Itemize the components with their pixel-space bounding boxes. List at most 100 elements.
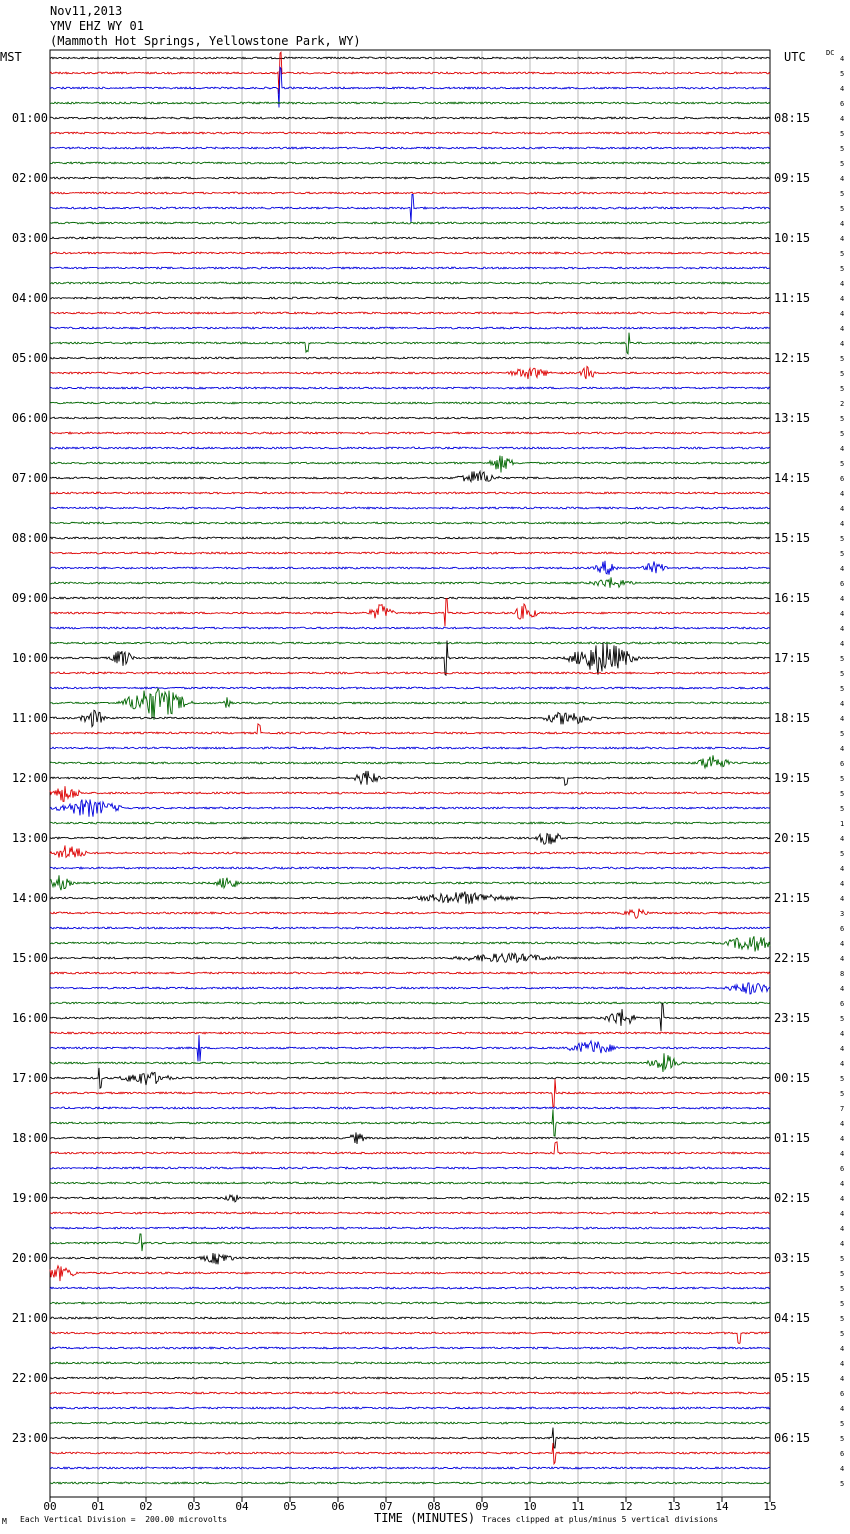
seismic-trace xyxy=(49,1002,771,1032)
seismic-trace xyxy=(49,1252,771,1265)
seismic-trace xyxy=(49,641,771,645)
dc-offset-label: 4 xyxy=(840,85,844,93)
seismic-trace xyxy=(49,365,771,380)
dc-offset-label: 4 xyxy=(840,1195,844,1203)
seismic-trace xyxy=(49,446,771,450)
dc-offset-label: 4 xyxy=(840,985,844,993)
seismic-trace xyxy=(49,1316,771,1320)
seismic-trace xyxy=(49,709,771,729)
utc-hour-label: 04:15 xyxy=(774,1311,810,1325)
seismic-trace xyxy=(49,687,771,720)
seismic-trace xyxy=(49,1181,771,1185)
seismic-trace xyxy=(49,146,771,150)
dc-offset-label: 4 xyxy=(840,835,844,843)
dc-offset-label: 5 xyxy=(840,1420,844,1428)
seismic-trace xyxy=(49,1211,770,1215)
dc-offset-label: 5 xyxy=(840,1255,844,1263)
time-axis: 00 01 02 03 04 05 06 07 08 09 10 11 12 13 14 15 xyxy=(43,1497,777,1513)
utc-hour-label: 03:15 xyxy=(774,1251,810,1265)
dc-offset-label: 4 xyxy=(840,505,844,513)
seismic-trace xyxy=(49,131,771,135)
x-tick-label: 09 xyxy=(475,1500,488,1513)
dc-offset-label: 5 xyxy=(840,670,844,678)
mst-hour-label: 20:00 xyxy=(12,1251,48,1265)
x-tick-label: 05 xyxy=(283,1500,296,1513)
dc-offset-label: 4 xyxy=(840,1375,844,1383)
dc-offset-label: 5 xyxy=(840,550,844,558)
dc-offset-label: 4 xyxy=(840,1225,844,1233)
seismic-trace xyxy=(49,1141,771,1155)
seismic-trace xyxy=(49,971,771,975)
seismic-trace xyxy=(49,236,771,240)
seismic-trace xyxy=(49,596,771,600)
x-tick-label: 13 xyxy=(667,1500,680,1513)
seismic-trace xyxy=(50,1331,771,1345)
dc-offset-label: 4 xyxy=(840,1360,844,1368)
x-tick-label: 14 xyxy=(715,1500,729,1513)
seismic-trace xyxy=(49,506,771,510)
dc-offset-label: 5 xyxy=(840,130,844,138)
dc-offset-label: 4 xyxy=(840,55,844,63)
seismic-trace xyxy=(49,194,771,223)
seismic-trace xyxy=(49,116,771,120)
dc-offset-label: 5 xyxy=(840,70,844,78)
seismic-trace xyxy=(49,332,771,355)
vertical-scale-note: Each Vertical Division = 200.00 microvol… xyxy=(20,1515,228,1524)
seismic-trace xyxy=(49,469,771,484)
mst-hour-label: 21:00 xyxy=(12,1311,48,1325)
dc-offset-label: 5 xyxy=(840,430,844,438)
seismic-trace xyxy=(49,161,771,165)
utc-hour-label: 20:15 xyxy=(774,831,810,845)
utc-hour-label: 05:15 xyxy=(774,1371,810,1385)
footer-mark: M xyxy=(2,1517,7,1526)
dc-offset-label: 4 xyxy=(840,490,844,498)
dc-offset-label: 5 xyxy=(840,250,844,258)
dc-offset-label: 4 xyxy=(840,295,844,303)
dc-offset-label: 5 xyxy=(840,415,844,423)
dc-offset-label: 5 xyxy=(840,1015,844,1023)
utc-hour-label: 13:15 xyxy=(774,411,810,425)
mst-hour-label: 11:00 xyxy=(12,711,48,725)
station-location: (Mammoth Hot Springs, Yellowstone Park, … xyxy=(50,34,361,48)
dc-offset-label: 5 xyxy=(840,775,844,783)
utc-hour-label: 18:15 xyxy=(774,711,810,725)
dc-offset-label: 4 xyxy=(840,340,844,348)
seismic-trace xyxy=(49,101,771,105)
seismic-trace xyxy=(49,1035,771,1062)
seismic-trace xyxy=(49,1376,771,1380)
dc-offset-label: 8 xyxy=(840,970,844,978)
seismic-trace xyxy=(49,908,771,919)
dc-offset-label: 4 xyxy=(840,1180,844,1188)
dc-offset-label: 4 xyxy=(840,520,844,528)
mst-hour-label: 08:00 xyxy=(12,531,48,545)
dc-offset-label: 5 xyxy=(840,535,844,543)
dc-offset-label: 5 xyxy=(840,730,844,738)
seismic-trace xyxy=(49,521,771,525)
dc-offset-label: 4 xyxy=(840,610,844,618)
mst-hour-label: 06:00 xyxy=(12,411,48,425)
dc-offset-label: 5 xyxy=(840,1330,844,1338)
dc-offset-label: 6 xyxy=(840,925,844,933)
dc-offset-label: 6 xyxy=(840,100,844,108)
mst-hour-label: 17:00 xyxy=(12,1071,48,1085)
seismic-trace xyxy=(49,251,771,255)
seismic-trace xyxy=(49,536,771,540)
seismic-trace xyxy=(50,311,771,315)
mst-hour-label: 18:00 xyxy=(12,1131,48,1145)
dc-offset-label: 4 xyxy=(840,280,844,288)
seismic-trace xyxy=(49,51,771,95)
dc-offset-label: 4 xyxy=(840,1465,844,1473)
dc-offset-label: 5 xyxy=(840,850,844,858)
mst-hour-label: 03:00 xyxy=(12,231,48,245)
x-axis-label: TIME (MINUTES) xyxy=(374,1511,476,1525)
seismic-trace xyxy=(49,770,771,787)
seismic-trace xyxy=(49,875,770,891)
dc-offset-label: 5 xyxy=(840,1285,844,1293)
dc-offset-label: 4 xyxy=(840,1210,844,1218)
dc-offset-label: 4 xyxy=(840,715,844,723)
dc-offset-label: 4 xyxy=(840,880,844,888)
dc-offset-label: 4 xyxy=(840,700,844,708)
seismic-trace xyxy=(49,1109,771,1137)
seismic-trace xyxy=(49,936,771,952)
seismic-trace xyxy=(49,281,771,285)
